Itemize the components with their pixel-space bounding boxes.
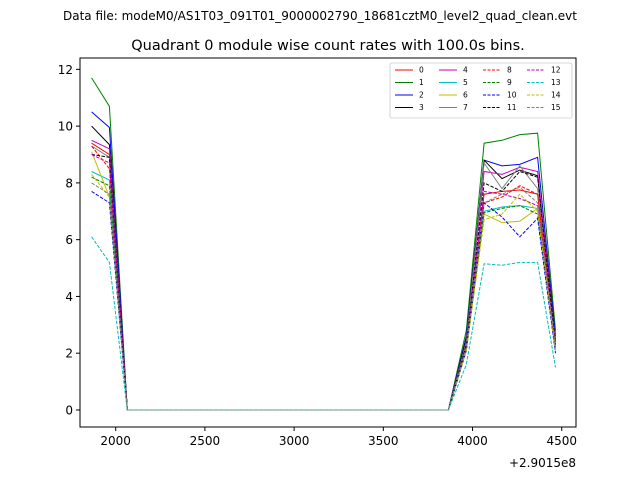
legend-label-11: 11 bbox=[507, 103, 517, 112]
y-tick-label: 6 bbox=[65, 233, 73, 247]
x-tick-label: 3000 bbox=[279, 434, 310, 448]
y-tick-label: 4 bbox=[65, 290, 73, 304]
series-line-15 bbox=[91, 182, 556, 411]
series-line-5 bbox=[91, 171, 556, 411]
series-line-6 bbox=[91, 151, 556, 411]
chart-title: Quadrant 0 module wise count rates with … bbox=[131, 38, 525, 54]
legend-label-6: 6 bbox=[463, 91, 468, 100]
legend-label-5: 5 bbox=[463, 78, 468, 87]
legend-label-9: 9 bbox=[507, 78, 512, 87]
series-line-8 bbox=[91, 145, 556, 411]
series-line-9 bbox=[91, 176, 556, 411]
x-tick-label: 4000 bbox=[457, 434, 488, 448]
legend-label-12: 12 bbox=[551, 66, 561, 75]
y-tick-label: 10 bbox=[58, 120, 73, 134]
series-line-10 bbox=[91, 190, 556, 411]
y-tick-label: 0 bbox=[65, 403, 73, 417]
x-tick-label: 2000 bbox=[100, 434, 131, 448]
series-line-2 bbox=[91, 111, 556, 411]
series-line-13 bbox=[91, 236, 556, 411]
series-line-0 bbox=[91, 142, 556, 411]
legend-label-14: 14 bbox=[551, 91, 561, 100]
plot-area bbox=[91, 77, 556, 411]
x-tick-label: 2500 bbox=[190, 434, 221, 448]
legend-label-10: 10 bbox=[507, 91, 517, 100]
series-line-3 bbox=[91, 125, 556, 411]
legend-frame bbox=[389, 62, 573, 119]
x-tick-label: 3500 bbox=[368, 434, 399, 448]
y-tick-label: 12 bbox=[58, 63, 73, 77]
y-tick-label: 8 bbox=[65, 176, 73, 190]
legend-label-8: 8 bbox=[507, 66, 512, 75]
legend-label-4: 4 bbox=[463, 66, 468, 75]
axes-frame bbox=[79, 57, 577, 428]
legend-label-0: 0 bbox=[419, 66, 424, 75]
legend-label-13: 13 bbox=[551, 78, 561, 87]
legend-label-15: 15 bbox=[551, 103, 561, 112]
series-line-1 bbox=[91, 77, 556, 411]
figure-suptitle: Data file: modeM0/AS1T03_091T01_90000027… bbox=[63, 9, 577, 23]
x-tick-label: 4500 bbox=[546, 434, 577, 448]
legend-label-1: 1 bbox=[419, 78, 424, 87]
series-line-7 bbox=[91, 145, 556, 411]
series-line-11 bbox=[91, 154, 556, 411]
legend-label-2: 2 bbox=[419, 91, 424, 100]
series-line-12 bbox=[91, 154, 556, 411]
x-offset-label: +2.9015e8 bbox=[509, 456, 576, 470]
y-tick-label: 2 bbox=[65, 347, 73, 361]
series-line-4 bbox=[91, 139, 556, 411]
series-line-14 bbox=[91, 174, 556, 411]
legend-label-7: 7 bbox=[463, 103, 468, 112]
legend-label-3: 3 bbox=[419, 103, 424, 112]
